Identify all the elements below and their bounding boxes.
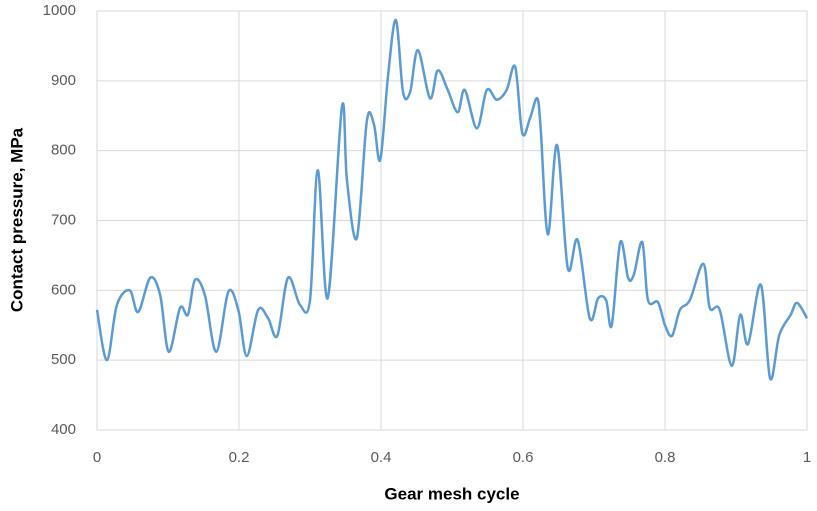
y-tick-label: 400: [51, 421, 76, 438]
x-tick-label: 0.6: [513, 449, 534, 466]
x-tick-label: 0.2: [229, 449, 250, 466]
y-tick-label: 1000: [43, 2, 76, 19]
data-line: [95, 18, 809, 381]
y-tick-label: 900: [51, 72, 76, 89]
x-tick-label: 0.4: [371, 449, 392, 466]
y-tick-label: 800: [51, 142, 76, 159]
y-tick-label: 600: [51, 281, 76, 298]
y-tick-label: 500: [51, 351, 76, 368]
x-tick-label: 0.8: [655, 449, 676, 466]
x-axis-title: Gear mesh cycle: [384, 484, 519, 503]
y-axis-title: Contact pressure, MPa: [7, 127, 26, 312]
x-tick-label: 0: [93, 449, 101, 466]
x-tick-label: 1: [803, 449, 811, 466]
y-tick-label: 700: [51, 211, 76, 228]
